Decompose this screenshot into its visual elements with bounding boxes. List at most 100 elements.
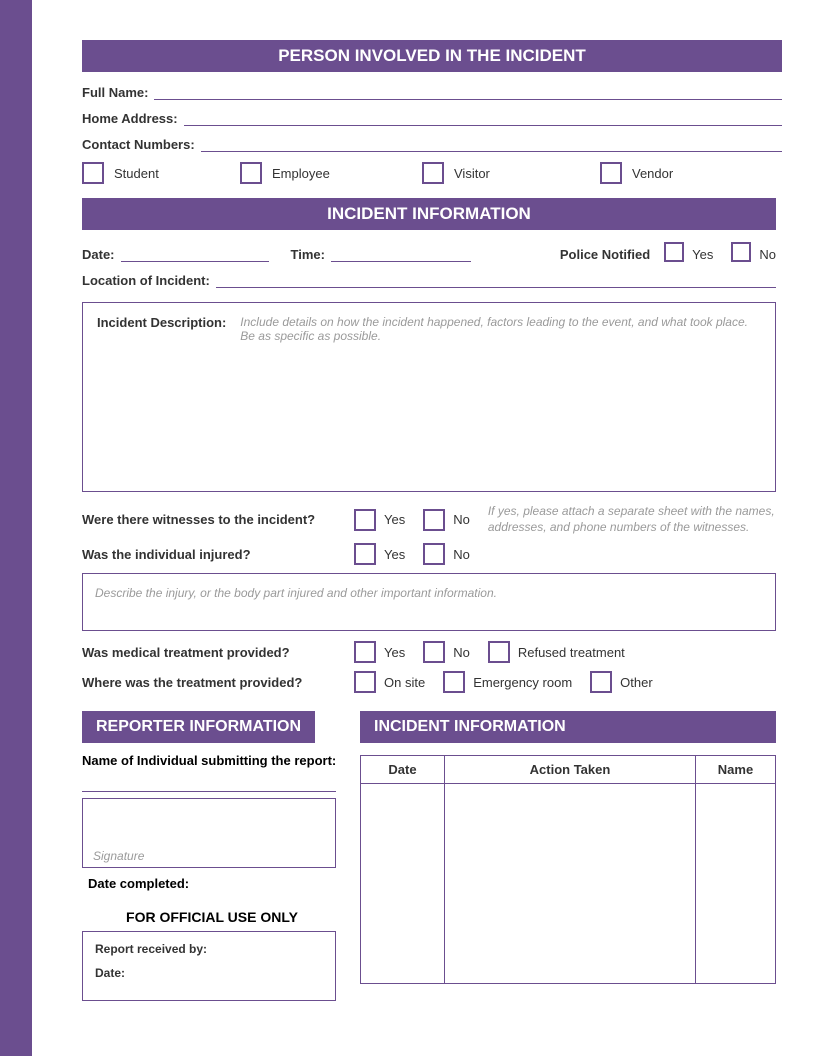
injured-row: Was the individual injured? Yes No xyxy=(82,543,776,565)
medical-refused: Refused treatment xyxy=(488,641,625,663)
witness-no-label: No xyxy=(453,512,470,527)
contact-numbers-input[interactable] xyxy=(201,136,782,152)
witness-yes-label: Yes xyxy=(384,512,405,527)
where-onsite: On site xyxy=(354,671,425,693)
role-checkbox-row: Student Employee Visitor Vendor xyxy=(82,162,782,184)
witness-no: No xyxy=(423,509,470,531)
where-label: Where was the treatment provided? xyxy=(82,675,354,690)
col-date: Date xyxy=(361,756,445,784)
cell-date[interactable] xyxy=(361,784,445,984)
role-visitor: Visitor xyxy=(422,162,600,184)
signature-label: Signature xyxy=(93,849,144,863)
er-label: Emergency room xyxy=(473,675,572,690)
police-yes-label: Yes xyxy=(692,247,713,262)
col-name: Name xyxy=(696,756,776,784)
time-label: Time: xyxy=(291,247,325,262)
role-student: Student xyxy=(82,162,240,184)
incident-table: Date Action Taken Name xyxy=(360,755,776,984)
full-name-label: Full Name: xyxy=(82,85,148,100)
role-vendor: Vendor xyxy=(600,162,673,184)
police-yes-checkbox[interactable] xyxy=(664,242,684,262)
employee-label: Employee xyxy=(272,166,330,181)
reporter-name-input[interactable] xyxy=(82,768,336,792)
reporter-col: REPORTER INFORMATION Name of Individual … xyxy=(82,711,342,1001)
date-completed-label: Date completed: xyxy=(88,876,342,891)
full-name-row: Full Name: xyxy=(82,84,782,100)
witness-hint: If yes, please attach a separate sheet w… xyxy=(488,504,776,535)
home-address-label: Home Address: xyxy=(82,111,178,126)
injury-hint: Describe the injury, or the body part in… xyxy=(95,586,497,600)
incident-description-label: Incident Description: xyxy=(97,315,226,343)
student-label: Student xyxy=(114,166,159,181)
incident-description-box[interactable]: Incident Description: Include details on… xyxy=(82,302,776,492)
other-checkbox[interactable] xyxy=(590,671,612,693)
visitor-label: Visitor xyxy=(454,166,490,181)
student-checkbox[interactable] xyxy=(82,162,104,184)
section-incident-header: INCIDENT INFORMATION xyxy=(82,198,776,230)
table-row xyxy=(361,784,776,984)
police-no-checkbox[interactable] xyxy=(731,242,751,262)
injured-no-label: No xyxy=(453,547,470,562)
incident-description-hint: Include details on how the incident happ… xyxy=(240,315,748,343)
official-box: Report received by: Date: xyxy=(82,931,336,1001)
injured-no-checkbox[interactable] xyxy=(423,543,445,565)
home-address-input[interactable] xyxy=(184,110,782,126)
where-er: Emergency room xyxy=(443,671,572,693)
section-person-header: PERSON INVOLVED IN THE INCIDENT xyxy=(82,40,782,72)
where-other: Other xyxy=(590,671,653,693)
cell-action[interactable] xyxy=(445,784,696,984)
contact-numbers-label: Contact Numbers: xyxy=(82,137,195,152)
full-name-input[interactable] xyxy=(154,84,782,100)
injured-label: Was the individual injured? xyxy=(82,547,354,562)
incident-table-col: INCIDENT INFORMATION Date Action Taken N… xyxy=(360,711,776,1001)
witness-yes-checkbox[interactable] xyxy=(354,509,376,531)
where-row: Where was the treatment provided? On sit… xyxy=(82,671,776,693)
witness-yes: Yes xyxy=(354,509,405,531)
official-use-title: FOR OFFICIAL USE ONLY xyxy=(82,909,342,925)
witness-no-checkbox[interactable] xyxy=(423,509,445,531)
incident-table-header: INCIDENT INFORMATION xyxy=(360,711,776,743)
er-checkbox[interactable] xyxy=(443,671,465,693)
contact-numbers-row: Contact Numbers: xyxy=(82,136,782,152)
location-input[interactable] xyxy=(216,272,776,288)
date-input[interactable] xyxy=(121,246,269,262)
medical-label: Was medical treatment provided? xyxy=(82,645,354,660)
vendor-checkbox[interactable] xyxy=(600,162,622,184)
signature-box[interactable]: Signature xyxy=(82,798,336,868)
medical-refused-label: Refused treatment xyxy=(518,645,625,660)
medical-no-label: No xyxy=(453,645,470,660)
medical-row: Was medical treatment provided? Yes No R… xyxy=(82,641,776,663)
medical-yes: Yes xyxy=(354,641,405,663)
injured-yes-checkbox[interactable] xyxy=(354,543,376,565)
other-label: Other xyxy=(620,675,653,690)
police-no-label: No xyxy=(759,247,776,262)
reporter-header: REPORTER INFORMATION xyxy=(82,711,315,743)
form-page: PERSON INVOLVED IN THE INCIDENT Full Nam… xyxy=(82,40,782,1001)
reporter-name-label: Name of Individual submitting the report… xyxy=(82,753,342,768)
medical-no: No xyxy=(423,641,470,663)
medical-yes-checkbox[interactable] xyxy=(354,641,376,663)
official-date-label: Date: xyxy=(95,966,323,980)
vendor-label: Vendor xyxy=(632,166,673,181)
cell-name[interactable] xyxy=(696,784,776,984)
injured-no: No xyxy=(423,543,470,565)
medical-refused-checkbox[interactable] xyxy=(488,641,510,663)
injured-yes: Yes xyxy=(354,543,405,565)
police-label: Police Notified xyxy=(560,247,650,262)
location-label: Location of Incident: xyxy=(82,273,210,288)
witness-label: Were there witnesses to the incident? xyxy=(82,512,354,527)
home-address-row: Home Address: xyxy=(82,110,782,126)
injury-description-box[interactable]: Describe the injury, or the body part in… xyxy=(82,573,776,631)
location-row: Location of Incident: xyxy=(82,272,776,288)
time-input[interactable] xyxy=(331,246,471,262)
visitor-checkbox[interactable] xyxy=(422,162,444,184)
bottom-two-col: REPORTER INFORMATION Name of Individual … xyxy=(82,711,776,1001)
onsite-checkbox[interactable] xyxy=(354,671,376,693)
injured-yes-label: Yes xyxy=(384,547,405,562)
date-time-row: Date: Time: Police Notified Yes No xyxy=(82,242,776,262)
date-label: Date: xyxy=(82,247,115,262)
employee-checkbox[interactable] xyxy=(240,162,262,184)
medical-yes-label: Yes xyxy=(384,645,405,660)
medical-no-checkbox[interactable] xyxy=(423,641,445,663)
onsite-label: On site xyxy=(384,675,425,690)
